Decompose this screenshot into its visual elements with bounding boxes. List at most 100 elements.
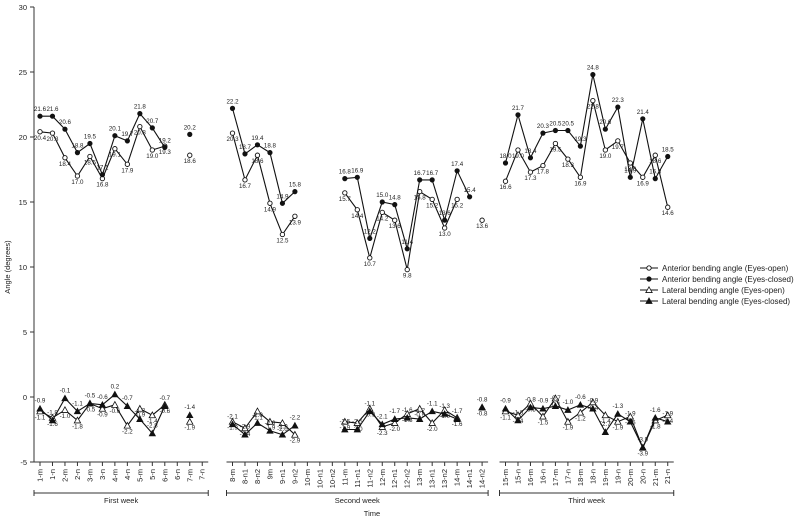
data-label: 20.3 [46, 136, 59, 143]
data-label: 12.2 [364, 228, 377, 235]
data-label: 20.3 [226, 136, 239, 143]
data-label: -2.1 [377, 413, 388, 420]
data-point [601, 428, 610, 435]
data-point [615, 104, 621, 110]
data-point [112, 146, 118, 152]
data-point [478, 403, 486, 411]
data-point [37, 113, 43, 119]
data-label: -0.6 [110, 408, 121, 415]
data-point [601, 411, 610, 419]
y-tick-label: 10 [19, 263, 27, 272]
data-label: 22.2 [226, 98, 239, 105]
data-point [639, 443, 647, 451]
data-label: -0.9 [97, 412, 108, 419]
legend-label: Lateral bending angle (Eyes-closed) [662, 297, 790, 306]
data-label: -0.9 [364, 412, 375, 419]
data-label: -1.7 [389, 408, 400, 415]
data-label: 15.7 [339, 196, 352, 203]
data-label: 22.8 [587, 104, 600, 111]
data-label: -2.6 [265, 420, 276, 427]
data-label: 18.3 [562, 162, 575, 169]
data-point [626, 417, 635, 425]
data-point [665, 153, 671, 160]
data-point [73, 407, 82, 415]
data-label: 17.1 [96, 165, 109, 172]
series-line [232, 422, 296, 436]
data-point [590, 97, 596, 104]
data-point [340, 417, 349, 425]
x-tick-label: 7-m [185, 469, 194, 482]
data-point [99, 172, 105, 178]
data-point [61, 405, 69, 413]
data-label: -2.2 [290, 415, 301, 422]
data-label: -2.9 [240, 424, 251, 431]
data-point [148, 429, 157, 437]
data-label: 19.2 [159, 137, 172, 144]
data-label: 17.4 [451, 161, 464, 168]
x-tick-label: 3-m [85, 469, 94, 482]
y-tick-label: 20 [19, 133, 27, 142]
data-label: 11.4 [401, 239, 413, 246]
data-point [552, 127, 559, 134]
data-point [540, 130, 546, 136]
x-tick-label: 19-m [601, 469, 610, 486]
data-point [615, 138, 621, 144]
data-label: -1.9 [227, 425, 238, 432]
data-label: -0.1 [60, 387, 71, 394]
data-label: 19.7 [121, 131, 134, 138]
data-point [539, 404, 547, 412]
data-label: -0.7 [550, 395, 561, 402]
data-point [428, 407, 436, 415]
data-label: -1.5 [538, 420, 549, 427]
data-label: -1.3 [612, 403, 623, 410]
data-label: -0.6 [97, 394, 108, 401]
data-point [440, 410, 449, 417]
x-tick-label: 4-n [123, 469, 132, 480]
data-point [645, 297, 653, 304]
data-label: 14.9 [276, 193, 289, 200]
x-tick-label: 13-m [415, 469, 424, 486]
data-point [539, 412, 547, 420]
data-label: 18.8 [71, 143, 84, 150]
data-point [279, 231, 286, 238]
data-point [124, 138, 130, 144]
data-label: 16.8 [96, 182, 109, 189]
data-label: 19.5 [84, 134, 97, 141]
data-point [37, 129, 43, 135]
data-label: -0.9 [500, 398, 511, 405]
data-label: 18.0 [624, 166, 637, 173]
data-label: 20.2 [184, 124, 197, 131]
data-point [652, 176, 658, 182]
data-point [391, 415, 399, 422]
data-point [403, 413, 411, 421]
data-label: 20.4 [34, 135, 47, 142]
x-tick-label: 11-n1 [353, 469, 362, 488]
data-point [590, 71, 596, 78]
x-tick-label: 21-m [651, 469, 660, 486]
data-point [664, 417, 672, 425]
data-point [135, 404, 144, 412]
legend-label: Anterior bending angle (Eyes-open) [662, 264, 789, 273]
data-point [652, 152, 658, 158]
data-label: -2.0 [427, 426, 438, 433]
data-point [36, 404, 44, 412]
data-label: -2.0 [277, 426, 288, 433]
data-label: 21.8 [134, 104, 147, 111]
series-line [344, 410, 458, 431]
data-label: -1.9 [625, 411, 636, 418]
data-point [185, 417, 194, 425]
data-point [266, 426, 274, 434]
x-tick-label: 10-m [303, 469, 312, 486]
data-label: -2.7 [600, 421, 611, 428]
data-label: 16.9 [624, 167, 637, 174]
data-point [378, 420, 386, 428]
data-label: 19.1 [109, 152, 122, 159]
data-point [266, 417, 274, 425]
data-label: -1.8 [47, 409, 58, 416]
data-point [565, 156, 571, 162]
data-label: 13.6 [476, 223, 489, 230]
data-point [454, 196, 460, 203]
data-point [291, 421, 299, 429]
data-label: -0.5 [85, 393, 96, 400]
x-tick-label: 21-n [663, 469, 672, 484]
